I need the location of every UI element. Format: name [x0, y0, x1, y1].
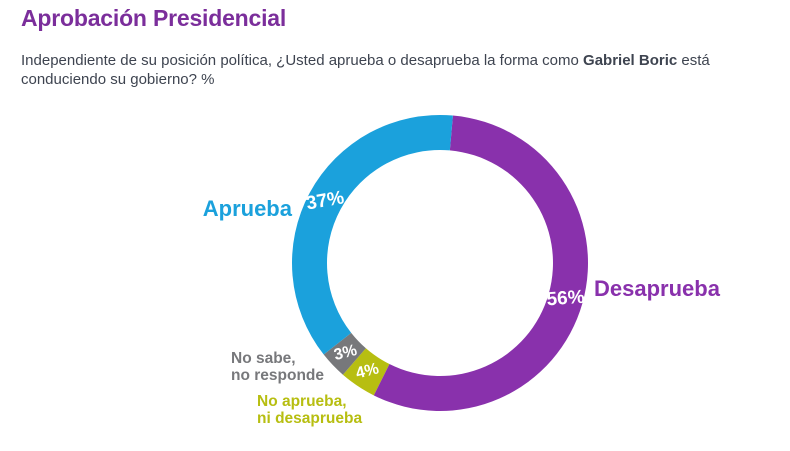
donut-percent-desaprueba: 56% [546, 287, 586, 311]
page-title: Aprobación Presidencial [21, 5, 287, 31]
donut-percent-no-sabe-no-responde: 3% [332, 342, 359, 364]
segment-label-no-sabe-no-responde: No sabe, no responde [231, 350, 325, 384]
chart-subtitle: Independiente de su posición política, ¿… [21, 52, 761, 89]
donut-segment-aprueba [291, 114, 453, 355]
donut-percent-no-aprueba-ni-desaprueba: 4% [354, 360, 381, 382]
segment-label-aprueba: Aprueba [202, 196, 292, 221]
segment-label-no-aprueba-ni-desaprueba: No aprueba, ni desaprueba [257, 393, 363, 427]
donut-segment-no-aprueba-ni-desaprueba [342, 348, 390, 396]
subtitle-bold-name: Gabriel Boric [583, 52, 678, 69]
subtitle-line2: conduciendo su gobierno? % [21, 70, 215, 88]
segment-label-desaprueba: Desaprueba [594, 276, 720, 301]
subtitle-text-prefix: Independiente de su posición política, ¿… [21, 52, 584, 69]
donut-segment-desaprueba [373, 115, 589, 411]
subtitle-text-suffix: está [677, 52, 710, 69]
donut-segment-no-sabe-no-responde [323, 332, 366, 375]
